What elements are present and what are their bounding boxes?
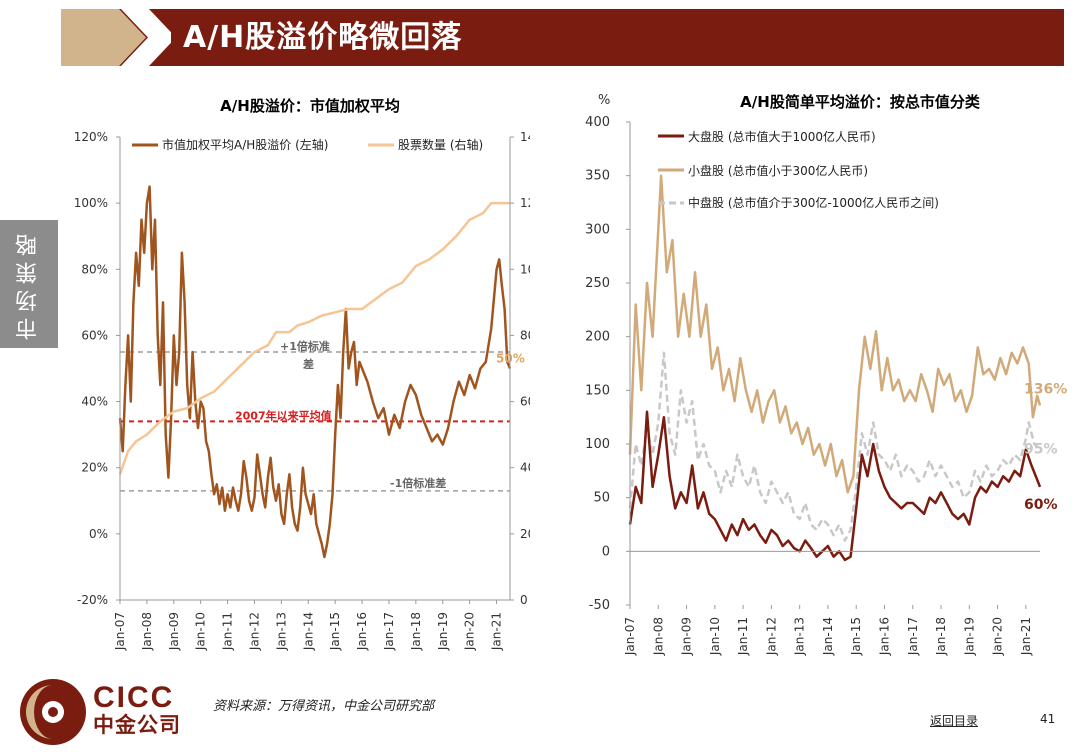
left-tick-label: 80% xyxy=(81,262,108,276)
right-tick-label: 60 xyxy=(520,395,530,409)
right-tick-label: 100 xyxy=(520,262,530,276)
mid-cap-series-line xyxy=(628,351,1041,542)
small-cap-series-line xyxy=(628,174,1042,494)
x-tick-label: Jan-21 xyxy=(490,612,504,651)
x-tick-label: Jan-08 xyxy=(651,617,665,656)
end-value-label: 136% xyxy=(1024,381,1067,397)
x-tick-label: Jan-16 xyxy=(355,612,369,651)
logo-text-en: CICC xyxy=(93,681,175,714)
x-tick-label: Jan-09 xyxy=(680,617,694,656)
x-tick-label: Jan-15 xyxy=(849,617,863,656)
data-source-note: 资料来源：万得资讯，中金公司研究部 xyxy=(213,699,435,714)
x-tick-label: Jan-11 xyxy=(736,617,750,656)
x-tick-label: Jan-17 xyxy=(382,612,396,651)
y-tick-label: 400 xyxy=(585,115,610,130)
x-tick-label: Jan-14 xyxy=(301,612,315,651)
y-tick-label: 50 xyxy=(593,491,610,506)
page-title: A/H股溢价略微回落 xyxy=(183,20,463,55)
chart-title: A/H股溢价：市值加权平均 xyxy=(220,97,400,115)
y-tick-label: 0 xyxy=(602,544,610,559)
right-tick-label: 0 xyxy=(520,593,528,607)
x-tick-label: Jan-07 xyxy=(113,612,127,651)
x-tick-label: Jan-20 xyxy=(463,612,477,651)
left-tick-label: 0% xyxy=(89,527,108,541)
y-tick-label: 200 xyxy=(585,330,610,345)
left-tick-label: 100% xyxy=(74,196,108,210)
x-tick-label: Jan-11 xyxy=(221,612,235,651)
right-tick-label: 80 xyxy=(520,328,530,342)
x-tick-label: Jan-18 xyxy=(409,612,423,651)
left-tick-label: -20% xyxy=(77,593,108,607)
page-number: 41 xyxy=(1040,712,1056,726)
x-tick-label: Jan-21 xyxy=(1019,617,1033,656)
right-tick-label: 40 xyxy=(520,461,530,475)
left-tick-label: 60% xyxy=(81,328,108,342)
legend-label-count: 股票数量 (右轴) xyxy=(398,137,483,152)
right-tick-label: 120 xyxy=(520,196,530,210)
y-tick-label: 100 xyxy=(585,437,610,452)
large-cap-series-line xyxy=(628,410,1042,562)
left-tick-label: 20% xyxy=(81,461,108,475)
x-tick-label: Jan-20 xyxy=(991,617,1005,656)
reference-line-label: 差 xyxy=(303,357,314,371)
x-tick-label: Jan-16 xyxy=(877,617,891,656)
left-tick-label: 120% xyxy=(74,130,108,144)
x-tick-label: Jan-14 xyxy=(821,617,835,656)
chart-title: A/H股简单平均溢价：按总市值分类 xyxy=(740,93,981,111)
x-tick-label: Jan-10 xyxy=(708,617,722,656)
right-tick-label: 140 xyxy=(520,130,530,144)
legend-label-premium: 市值加权平均A/H股溢价 (左轴) xyxy=(162,137,328,152)
x-tick-label: Jan-13 xyxy=(274,612,288,651)
side-section-label: 市场策略 xyxy=(16,228,41,340)
right-tick-label: 20 xyxy=(520,527,530,541)
legend-label-small: 小盘股 (总市值小于300亿人民币) xyxy=(688,163,868,178)
x-tick-label: Jan-07 xyxy=(623,617,637,656)
x-tick-label: Jan-12 xyxy=(764,617,778,656)
stock-count-series-line xyxy=(118,201,510,475)
legend-label-mid: 中盘股 (总市值介于300亿-1000亿人民币之间) xyxy=(688,195,939,210)
x-tick-label: Jan-17 xyxy=(906,617,920,656)
y-unit-label: % xyxy=(598,93,610,108)
left-tick-label: 40% xyxy=(81,395,108,409)
y-tick-label: 350 xyxy=(585,169,610,184)
cicc-logo-icon xyxy=(20,679,86,745)
side-section-tab[interactable]: 市场策略 xyxy=(0,220,58,348)
y-tick-label: 250 xyxy=(585,276,610,291)
x-tick-label: Jan-18 xyxy=(934,617,948,656)
reference-line-label: -1倍标准差 xyxy=(390,476,446,490)
size-premium-chart: A/H股简单平均溢价：按总市值分类 % 136% 95% 60% 400 350 300… xyxy=(585,93,1067,656)
x-tick-label: Jan-08 xyxy=(140,612,154,651)
header-bar xyxy=(61,9,1064,66)
end-value-label: 95% xyxy=(1024,441,1058,457)
x-tick-label: Jan-09 xyxy=(167,612,181,651)
reference-line-label: 2007年以来平均值 xyxy=(235,408,332,422)
x-tick-label: Jan-13 xyxy=(793,617,807,656)
header-arrow-icon xyxy=(61,9,171,66)
end-value-label: 60% xyxy=(1024,497,1058,513)
x-tick-label: Jan-19 xyxy=(962,617,976,656)
x-tick-label: Jan-12 xyxy=(247,612,261,651)
logo-text-cn: 中金公司 xyxy=(93,713,181,737)
premium-series-line xyxy=(118,185,512,559)
x-tick-label: Jan-19 xyxy=(436,612,450,651)
y-tick-label: 150 xyxy=(585,383,610,398)
x-tick-label: Jan-15 xyxy=(328,612,342,651)
y-tick-label: -50 xyxy=(589,598,610,613)
reference-line-label: +1倍标准 xyxy=(280,339,330,353)
x-tick-label: Jan-10 xyxy=(194,612,208,651)
y-tick-label: 300 xyxy=(585,222,610,237)
back-to-contents-link[interactable]: 返回目录 xyxy=(930,714,979,728)
legend-label-large: 大盘股 (总市值大于1000亿人民币) xyxy=(688,129,876,144)
